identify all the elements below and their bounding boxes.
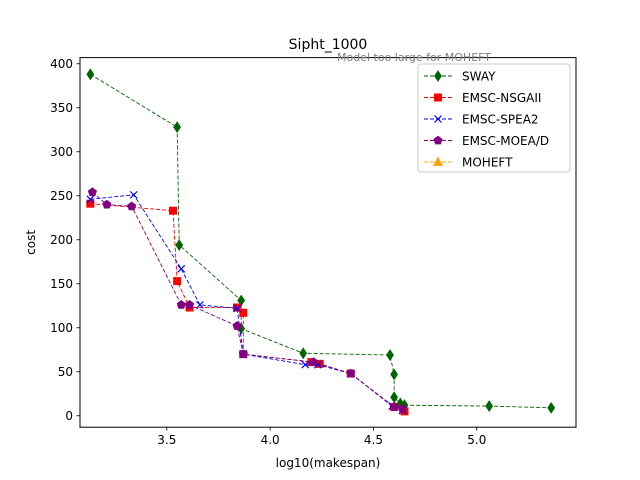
data-point [129, 190, 138, 199]
data-point [301, 360, 310, 369]
legend-marker [434, 70, 442, 82]
legend-item: EMSC-NSGAII [424, 91, 541, 105]
data-point [169, 206, 177, 215]
data-point [195, 300, 204, 309]
data-point [173, 121, 182, 134]
axes-frame [79, 57, 577, 428]
y-tick-label: 150 [50, 277, 73, 291]
series-sway [86, 68, 556, 414]
data-point [346, 368, 356, 378]
data-point [233, 304, 241, 313]
y-tick-label: 350 [50, 101, 73, 115]
data-point [237, 294, 246, 307]
legend-marker [434, 93, 442, 102]
series-emsc-moea-d [87, 187, 407, 413]
data-point [308, 357, 319, 366]
data-point [299, 347, 308, 360]
data-point [390, 368, 399, 381]
x-axis-label: log10(makespan) [276, 456, 381, 470]
data-point [239, 308, 248, 317]
data-point [86, 199, 95, 208]
y-axis: 0 50 100 150 200 250 300 350 400 [50, 57, 80, 423]
data-point [86, 195, 95, 204]
legend-marker [432, 156, 444, 166]
y-tick-label: 100 [50, 321, 73, 335]
legend-label: EMSC-SPEA2 [462, 113, 539, 127]
data-point [397, 403, 407, 413]
data-point [389, 402, 399, 411]
data-point [547, 401, 556, 414]
x-tick-label: 3.5 [157, 433, 176, 447]
y-axis-label: cost [24, 230, 38, 255]
data-point [173, 277, 182, 286]
data-point [238, 349, 248, 359]
y-tick-label: 400 [50, 57, 73, 71]
data-point [232, 321, 242, 330]
legend-label: EMSC-MOEA/D [462, 134, 549, 148]
chart-title: Sipht_1000 [289, 37, 368, 53]
y-tick-label: 0 [65, 409, 73, 423]
data-point [175, 239, 184, 251]
chart-annotation: Model too large for MOHEFT [337, 51, 491, 64]
legend-item: EMSC-MOEA/D [424, 134, 549, 148]
x-tick-label: 4.0 [261, 433, 280, 447]
y-tick-label: 300 [50, 145, 73, 159]
legend-label: MOHEFT [462, 156, 513, 170]
y-tick-label: 50 [58, 365, 73, 379]
x-axis: 3.5 4.0 4.5 5.0 [157, 427, 486, 447]
y-tick-label: 200 [50, 233, 73, 247]
data-point [485, 400, 494, 412]
legend-item: EMSC-SPEA2 [424, 113, 539, 127]
legend-label: EMSC-NSGAII [462, 91, 541, 105]
data-point [386, 349, 394, 361]
data-point [177, 264, 186, 273]
x-tick-label: 4.5 [364, 433, 383, 447]
legend-marker [434, 115, 442, 123]
legend-item: SWAY [424, 70, 496, 84]
x-tick-label: 5.0 [467, 433, 486, 447]
legend: SWAY EMSC-NSGAII EMSC-SPEA2 EMSC-MOEA/D MOHE… [417, 63, 571, 173]
plot-area [86, 68, 556, 416]
legend-label: SWAY [462, 70, 496, 84]
data-point [86, 68, 95, 81]
data-point [102, 199, 112, 209]
data-point [87, 187, 97, 197]
data-point [127, 201, 137, 211]
data-point [176, 300, 186, 309]
data-point [184, 300, 195, 309]
legend-box [417, 63, 571, 173]
y-tick-label: 250 [50, 189, 73, 203]
legend-item: MOHEFT [424, 156, 513, 170]
legend-marker [433, 135, 443, 145]
